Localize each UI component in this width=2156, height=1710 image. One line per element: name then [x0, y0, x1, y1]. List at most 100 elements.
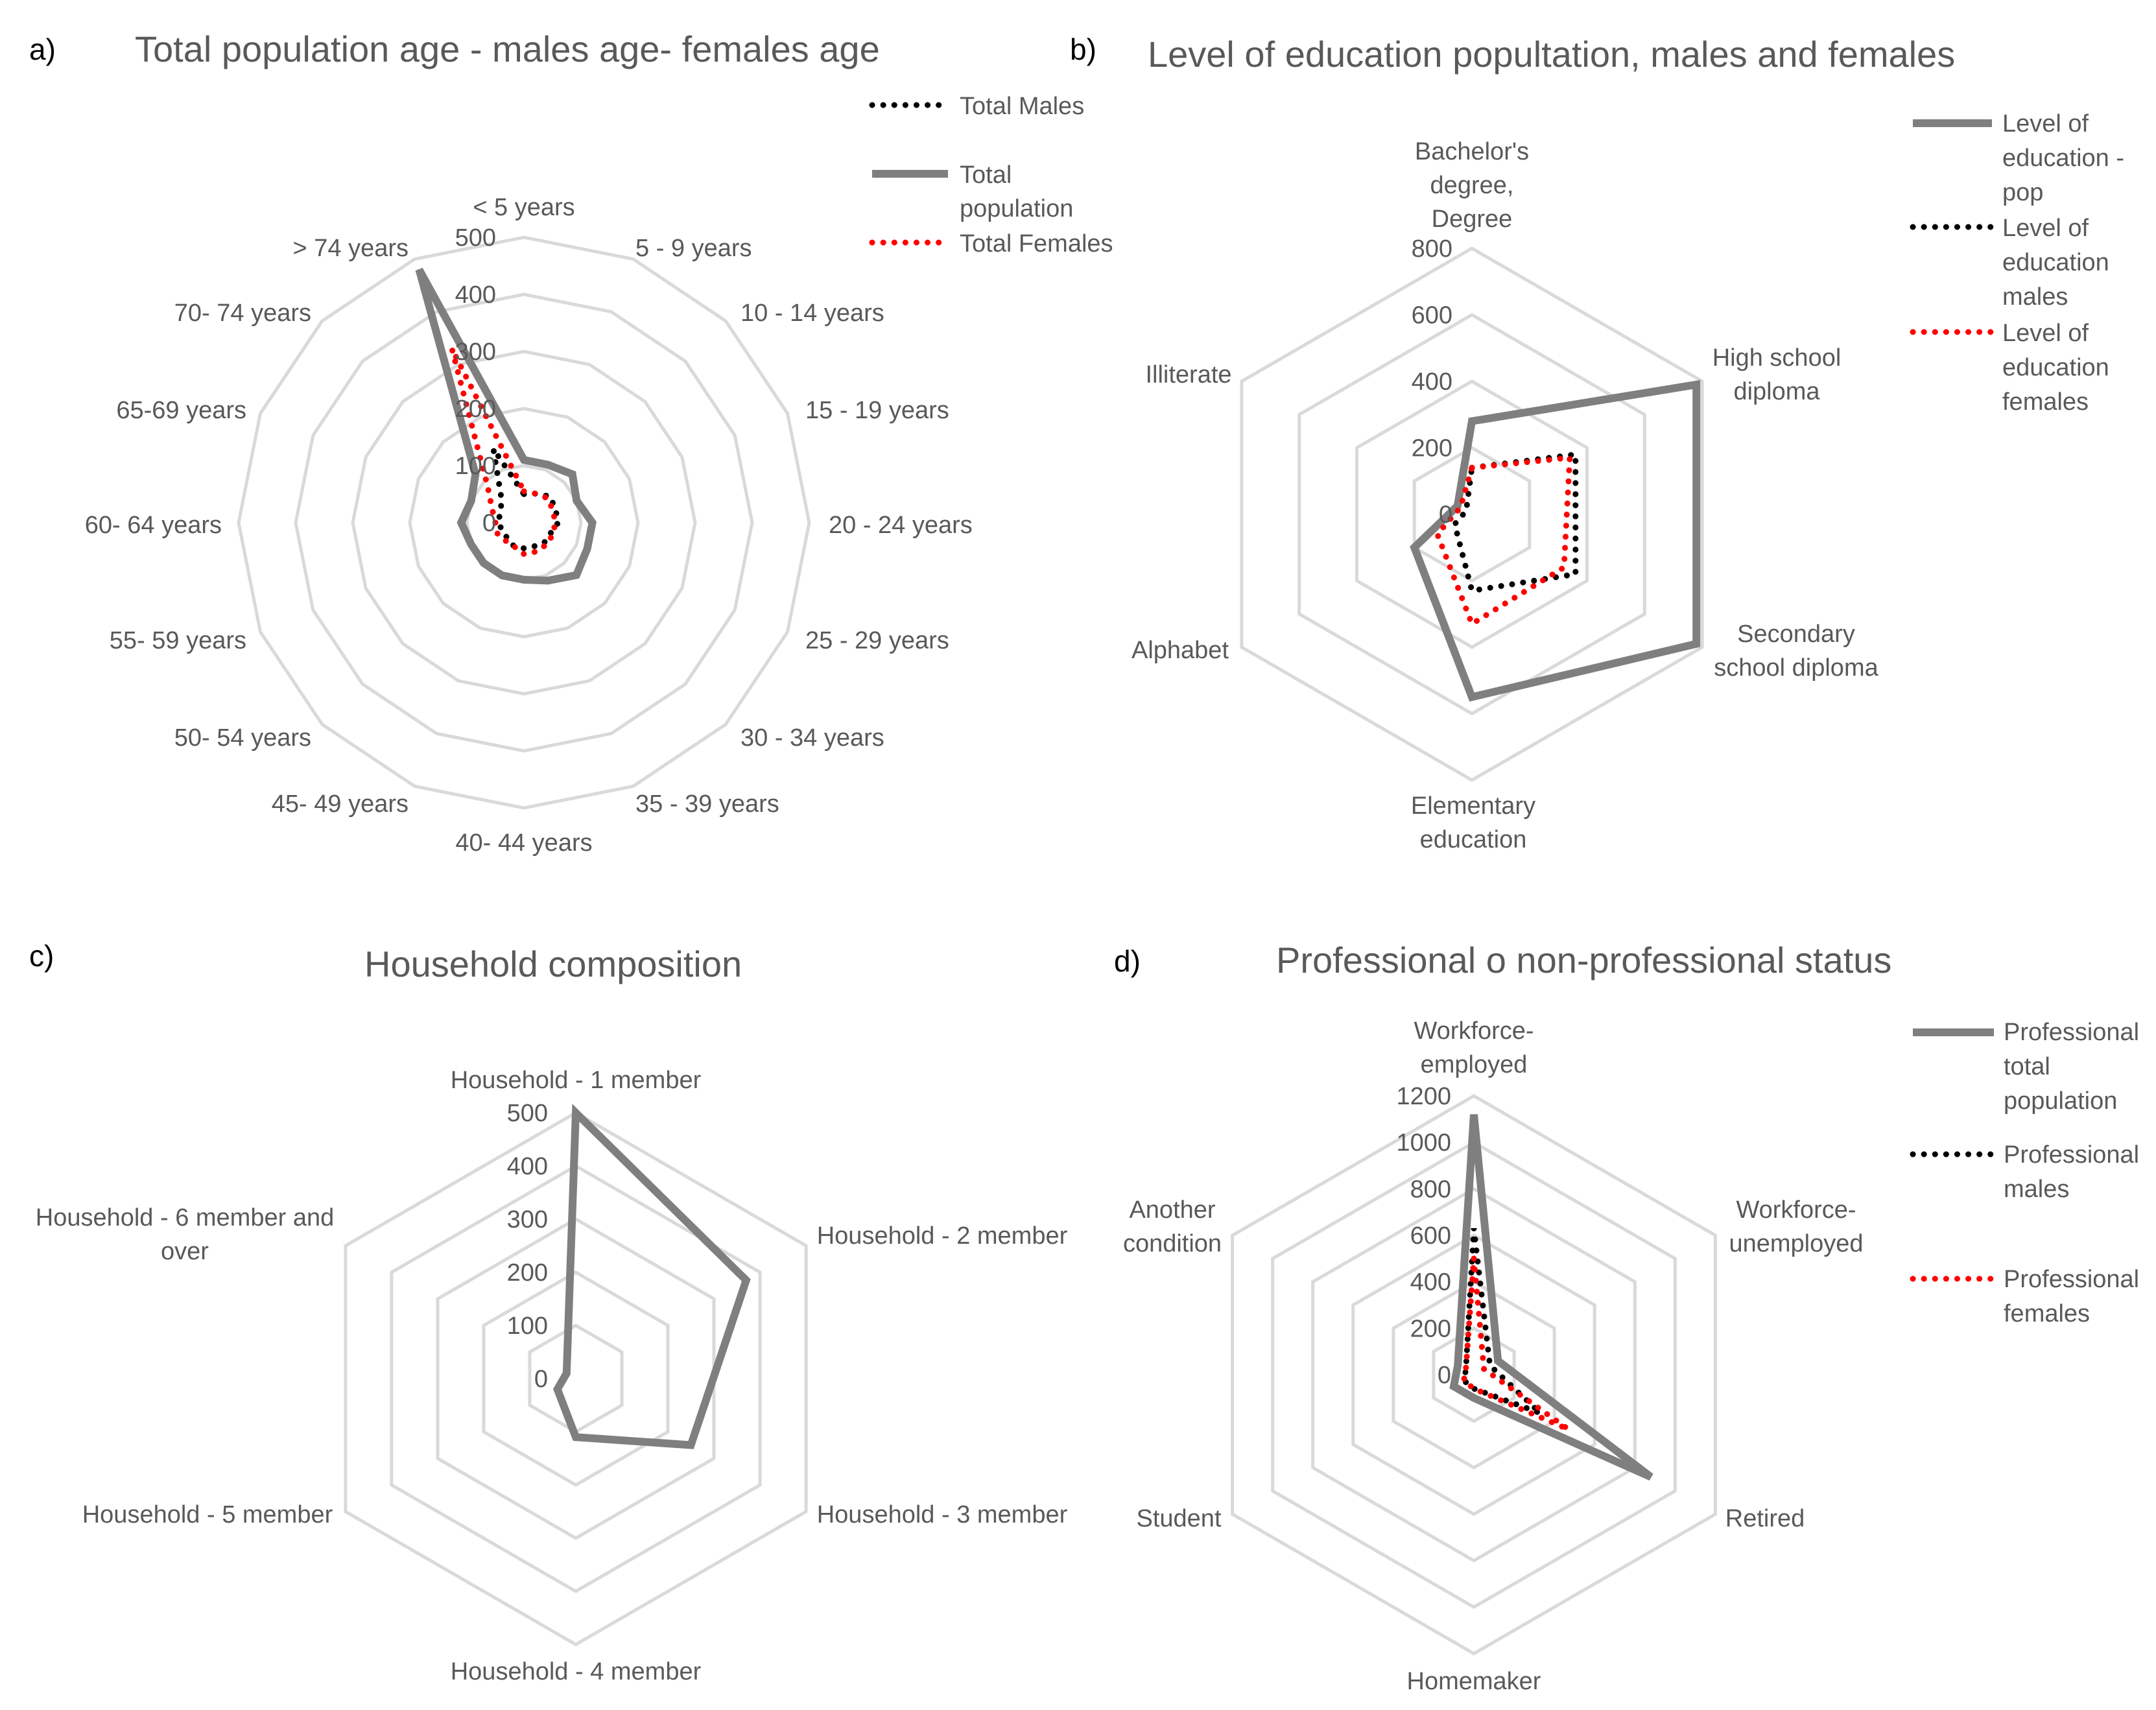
category-label: Bachelor's degree, Degree [1415, 138, 1529, 233]
legend-a-total-label: Total population [960, 161, 1073, 222]
legend-a-females-label: Total Females [960, 230, 1113, 257]
legend-a-males-label: Total Males [960, 93, 1084, 120]
category-label: High school diploma [1712, 344, 1842, 405]
category-label: 25 - 29 years [805, 627, 949, 654]
tick-label: 100 [455, 453, 496, 480]
category-label: Elementary education [1411, 792, 1535, 853]
gridline-ring [294, 292, 754, 753]
tick-label: 1000 [1396, 1130, 1451, 1157]
category-label: 15 - 19 years [805, 397, 949, 424]
series-line [415, 267, 597, 585]
category-label: Secondary school diploma [1714, 621, 1878, 682]
category-label: Student [1137, 1505, 1222, 1532]
category-label: 70- 74 years [174, 300, 311, 327]
category-label: 45- 49 years [272, 790, 409, 818]
series-line [1451, 451, 1579, 594]
legend-d-total-label: Professional total population [2004, 1019, 2139, 1115]
category-label: 50- 54 years [174, 724, 311, 752]
category-label: 55- 59 years [110, 627, 246, 654]
gridline-ring [1432, 1326, 1516, 1423]
panel-c-title: Household composition [364, 944, 742, 984]
series-line [449, 347, 558, 558]
gridline-ring [482, 1270, 670, 1487]
legend-b: Level of education -pop Level of education… [1910, 110, 2124, 416]
tick-label: 0 [534, 1366, 548, 1393]
gridline-ring [1231, 1094, 1717, 1656]
gridline-ring [351, 350, 697, 696]
tick-label: 200 [1412, 435, 1452, 462]
series-line [552, 1104, 751, 1449]
gridline-ring [1311, 1187, 1637, 1563]
radar-chart-a: < 5 years 5 - 9 years 10 - 14 years 15 - 19… [85, 194, 973, 857]
gridline-ring [237, 235, 811, 810]
panel-a: a) Total population age - males age- fem… [29, 29, 1113, 857]
tick-label: 0 [1439, 501, 1452, 528]
category-label: 65-69 years [116, 397, 246, 424]
category-label: Household - 1 member [451, 1067, 702, 1094]
category-label: Workforce-employed [1414, 1017, 1534, 1078]
tick-label: 800 [1412, 235, 1452, 263]
radar-chart-c: Household - 1 member Household - 2 member… [36, 1067, 1068, 1685]
category-label: 40- 44 years [455, 829, 592, 857]
gridline-ring [1412, 445, 1532, 583]
radar-chart-b: Bachelor's degree, Degree High school diplom… [1131, 138, 1879, 853]
category-label: 20 - 24 years [829, 512, 973, 539]
gridline-ring [1297, 313, 1646, 716]
series-line [1460, 1258, 1570, 1432]
tick-label: 200 [507, 1259, 548, 1287]
series-line [1434, 454, 1573, 628]
category-label: Alphabet [1131, 637, 1229, 664]
tick-label: 500 [507, 1100, 548, 1127]
panel-c: c) Household composition Household - 1 m… [29, 939, 1068, 1685]
panel-d-letter: d) [1114, 944, 1141, 978]
category-label: > 74 years [293, 235, 409, 262]
panel-a-title: Total population age - males age- female… [135, 29, 880, 69]
tick-label: 300 [507, 1206, 548, 1233]
tick-label: 400 [1410, 1269, 1451, 1296]
series-line [1449, 1114, 1653, 1481]
tick-label: 0 [1438, 1362, 1451, 1389]
gridline-ring [1392, 1279, 1556, 1470]
category-label: Homemaker [1407, 1668, 1541, 1695]
panel-b-title: Level of education popultation, males an… [1148, 34, 1955, 75]
category-label: Household - 5 member [82, 1501, 333, 1528]
tick-label: 400 [455, 281, 496, 309]
category-label: 30 - 34 years [740, 724, 884, 752]
category-label: Another condition [1123, 1196, 1222, 1257]
category-label: 60- 64 years [85, 512, 222, 539]
gridline-ring [390, 1164, 762, 1593]
tick-label: 300 [455, 338, 496, 366]
panel-b-letter: b) [1070, 32, 1096, 66]
panel-c-letter: c) [29, 939, 54, 973]
legend-b-females-label: Level of education females [2002, 320, 2109, 416]
gridline-ring [344, 1111, 808, 1646]
tick-label: 100 [507, 1312, 548, 1340]
gridline-ring [408, 407, 640, 639]
tick-label: 600 [1410, 1222, 1451, 1250]
category-label: Workforce-unemployed [1729, 1196, 1863, 1257]
radar-chart-d: Workforce-employed Workforce-unemployed Re… [1123, 1017, 1864, 1695]
legend-b-pop-label: Level of education -pop [2002, 110, 2124, 206]
tick-label: 0 [482, 510, 496, 537]
panel-d: d) Professional o non-professional statu… [1114, 940, 2139, 1695]
tick-label: 800 [1410, 1176, 1451, 1203]
tick-label: 200 [1410, 1315, 1451, 1342]
category-label: 35 - 39 years [635, 790, 779, 818]
gridline-ring [1240, 246, 1704, 782]
category-label: Household - 4 member [451, 1658, 702, 1685]
tick-label: 400 [507, 1153, 548, 1180]
category-label: Retired [1725, 1505, 1805, 1532]
gridline-ring [1355, 379, 1589, 649]
tick-label: 400 [1412, 368, 1452, 396]
legend-d-females-label: Professional females [2004, 1266, 2139, 1327]
gridline-ring [1271, 1140, 1677, 1609]
panel-d-title: Professional o non-professional status [1276, 940, 1891, 980]
category-label: Illiterate [1145, 361, 1231, 388]
panel-a-letter: a) [29, 32, 56, 66]
panel-b: b) Level of education popultation, males… [1070, 32, 2124, 853]
category-label: Household - 3 member [817, 1501, 1068, 1528]
series-line [1410, 380, 1701, 702]
category-label: 5 - 9 years [635, 235, 752, 262]
legend-b-males-label: Level of education males [2002, 215, 2109, 311]
